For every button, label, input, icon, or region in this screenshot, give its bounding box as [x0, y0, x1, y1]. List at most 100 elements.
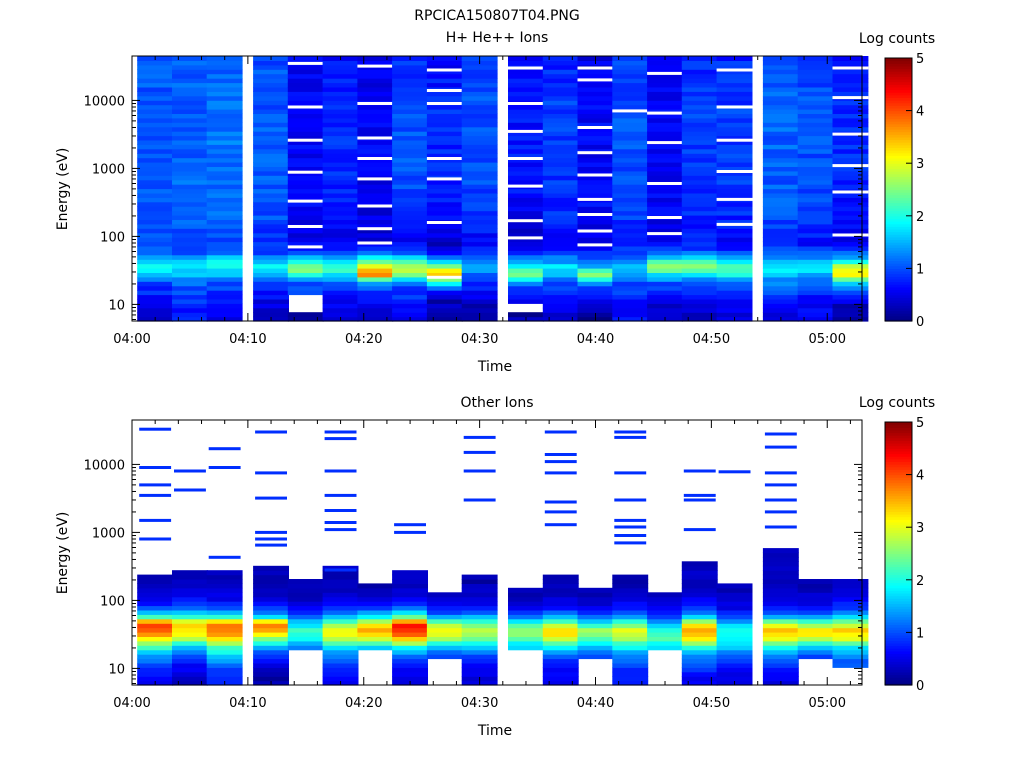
colorbar-step	[885, 561, 912, 565]
heatmap-cell	[322, 188, 359, 194]
heatmap-cell	[137, 170, 174, 176]
heatmap-cell	[461, 192, 498, 198]
heatmap-cell	[681, 104, 718, 110]
heatmap-cell	[357, 86, 394, 92]
colorbar-step	[885, 614, 912, 618]
heatmap-cell	[137, 126, 174, 132]
heatmap-cell	[797, 618, 834, 624]
heatmap-cell	[716, 245, 753, 251]
heatmap-cell	[253, 565, 289, 571]
colorbar-step	[885, 63, 912, 67]
heatmap-cell	[832, 285, 869, 291]
heatmap-cell	[137, 175, 174, 181]
heatmap-cell	[612, 574, 649, 580]
heatmap-cell	[612, 113, 649, 119]
colorbar-step	[885, 616, 912, 620]
heatmap-cell	[461, 276, 498, 282]
colorbar-step	[885, 257, 912, 262]
heatmap-cell	[797, 170, 834, 176]
empty-bin	[508, 219, 544, 223]
heatmap-cell	[287, 312, 324, 318]
heatmap-cell	[832, 627, 869, 633]
heatmap-cell	[172, 223, 208, 229]
heatmap-cell	[612, 316, 649, 322]
heatmap-cell	[172, 228, 208, 234]
heatmap-cell	[287, 175, 324, 181]
heatmap-cell	[172, 259, 208, 265]
heatmap-cell	[797, 596, 834, 602]
heatmap-cell	[461, 95, 498, 101]
heatmap-cell	[508, 166, 544, 172]
heatmap-cell	[172, 215, 208, 220]
heatmap-cell	[716, 64, 753, 70]
heatmap-cell	[762, 245, 799, 251]
heatmap-cell	[797, 312, 834, 318]
heatmap-cell	[542, 294, 579, 300]
heatmap-cell	[137, 139, 174, 145]
heatmap-cell	[508, 254, 544, 260]
heatmap-cell	[322, 565, 359, 571]
heatmap-cell	[612, 206, 649, 212]
heatmap-cell	[287, 605, 324, 611]
heatmap-cell	[322, 228, 359, 234]
heatmap-cell	[322, 285, 359, 291]
colorbar-step	[885, 666, 912, 670]
heatmap-cell	[322, 166, 359, 172]
heatmap-cell	[716, 206, 753, 212]
heatmap-cell	[797, 640, 834, 646]
heatmap-cell	[172, 263, 208, 269]
heatmap-cell	[322, 184, 359, 190]
colorbar-step	[885, 171, 912, 175]
heatmap-cell	[322, 281, 359, 287]
heatmap-cell	[322, 170, 359, 176]
heatmap-cell	[681, 122, 718, 128]
heatmap-cell	[762, 73, 799, 79]
heatmap-cell	[647, 126, 683, 132]
colorbar-step	[885, 186, 912, 191]
heatmap-cell	[832, 259, 869, 265]
colorbar-step	[885, 218, 912, 222]
heatmap-cell	[681, 228, 718, 234]
colorbar-step	[885, 76, 912, 80]
heatmap-cell	[762, 122, 799, 128]
heatmap-cell	[681, 272, 718, 278]
heatmap-cell	[206, 649, 243, 655]
heatmap-cell	[253, 312, 289, 318]
heatmap-cell	[322, 272, 359, 278]
heatmap-cell	[612, 232, 649, 238]
heatmap-cell	[426, 259, 463, 265]
heatmap-cell	[832, 312, 869, 318]
heatmap-cell	[508, 117, 544, 123]
heatmap-cell	[253, 192, 289, 198]
heatmap-cell	[797, 148, 834, 154]
heatmap-cell	[206, 64, 243, 70]
heatmap-cell	[647, 206, 683, 212]
colorbar-step	[885, 677, 912, 681]
heatmap-cell	[137, 254, 174, 260]
heatmap-cell	[681, 645, 718, 651]
heatmap-cell	[206, 157, 243, 163]
heatmap-cell	[206, 281, 243, 287]
heatmap-cell	[542, 259, 579, 265]
heatmap-cell	[508, 82, 544, 88]
heatmap-cell	[426, 223, 463, 229]
colorbar-step	[885, 60, 912, 64]
colorbar-step	[885, 582, 912, 586]
heatmap-cell	[716, 179, 753, 185]
heatmap-cell	[508, 605, 544, 611]
colorbar-step	[885, 658, 912, 662]
heatmap-cell	[832, 201, 869, 207]
heatmap-cell	[172, 614, 208, 620]
heatmap-cell	[577, 627, 614, 633]
heatmap-cell	[172, 139, 208, 145]
heatmap-cell	[832, 144, 869, 150]
heatmap-cell	[392, 614, 428, 620]
heatmap-cell	[612, 592, 649, 598]
heatmap-cell	[681, 223, 718, 229]
heatmap-cell	[762, 556, 799, 562]
heatmap-cell	[716, 636, 753, 642]
colorbar-step	[885, 313, 912, 317]
heatmap-cell	[508, 285, 544, 291]
heatmap-cell	[392, 215, 428, 220]
